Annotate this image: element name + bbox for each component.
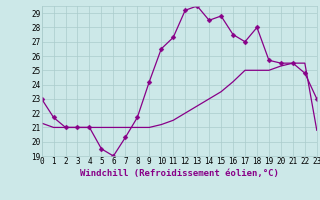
X-axis label: Windchill (Refroidissement éolien,°C): Windchill (Refroidissement éolien,°C): [80, 169, 279, 178]
